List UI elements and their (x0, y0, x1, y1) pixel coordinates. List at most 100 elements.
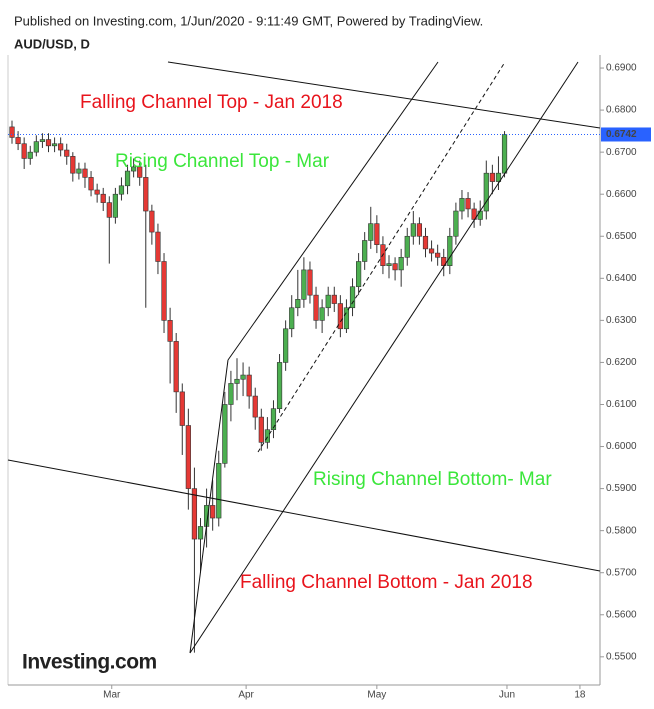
candle-body (234, 378, 240, 384)
candle-body (167, 320, 173, 342)
rising-channel-bottom (189, 61, 579, 654)
candle-body (64, 149, 70, 157)
x-tick-label: 18 (574, 690, 586, 701)
candle-body (276, 362, 283, 409)
candle-body (191, 488, 198, 540)
candle-body (118, 185, 125, 195)
candle-body (246, 374, 252, 397)
candle-body (33, 141, 39, 153)
candle-body (252, 395, 258, 418)
y-tick-label: 0.6300 (606, 315, 637, 326)
x-tick-label: Jun (499, 690, 515, 701)
y-tick-label: 0.6000 (606, 441, 637, 452)
candle-body (307, 269, 313, 296)
candle-body (137, 166, 143, 178)
x-tick-label: May (367, 690, 386, 701)
candle-body (459, 198, 465, 212)
y-tick-label: 0.6600 (606, 189, 637, 200)
candle-body (185, 425, 191, 489)
candle-body (386, 263, 392, 267)
y-tick-label: 0.6900 (606, 63, 637, 74)
candle-body (197, 526, 204, 540)
candle-body (301, 269, 307, 300)
candle-body (70, 156, 76, 174)
y-tick-label: 0.6100 (606, 399, 637, 410)
candle-body (88, 177, 94, 191)
candle-body (398, 256, 404, 271)
candle-body (501, 134, 508, 174)
candle-body (216, 463, 222, 519)
candle-body (9, 126, 15, 138)
chart-title: AUD/USD, D (14, 36, 90, 51)
candle-body (465, 198, 471, 210)
candle-body (392, 263, 398, 271)
candle-body (483, 172, 489, 212)
candle-body (15, 137, 21, 145)
candle-body (435, 252, 441, 258)
y-tick-label: 0.6400 (606, 273, 637, 284)
candle-body (289, 307, 295, 330)
annotation: Rising Channel Top - Mar (115, 151, 330, 172)
candle-body (447, 235, 453, 267)
candle-body (21, 143, 27, 159)
candle-body (112, 193, 118, 218)
y-tick-label: 0.5800 (606, 525, 637, 536)
y-tick-label: 0.5700 (606, 567, 637, 578)
y-tick-label: 0.5900 (606, 483, 637, 494)
candle-body (416, 223, 423, 237)
candle-body (82, 168, 88, 178)
candle-body (258, 416, 264, 443)
candle-body (325, 294, 331, 309)
candle-body (331, 294, 337, 304)
y-tick-label: 0.6800 (606, 105, 637, 116)
candle-body (161, 261, 167, 321)
candle-body (374, 223, 380, 245)
rising-channel-top (227, 61, 439, 361)
falling-channel-top (167, 61, 601, 129)
header: Published on Investing.com, 1/Jun/2020 -… (14, 13, 483, 28)
candle-body (422, 235, 429, 250)
y-tick-label: 0.6500 (606, 231, 637, 242)
candle-body (94, 189, 100, 195)
candle-body (428, 248, 435, 254)
candle-body (319, 307, 325, 321)
annotation: Falling Channel Bottom - Jan 2018 (240, 572, 533, 593)
candle-body (264, 429, 270, 443)
candle-body (51, 143, 58, 147)
trend-lines (7, 61, 601, 654)
falling-channel-bottom (7, 459, 601, 572)
candle-body (131, 166, 137, 172)
candle-body (45, 139, 52, 147)
candle-body (124, 170, 131, 187)
annotation: Falling Channel Top - Jan 2018 (80, 92, 343, 113)
candle-body (100, 193, 106, 203)
candle-body (173, 341, 179, 393)
candle-body (143, 177, 149, 212)
candle-body (283, 328, 289, 363)
candle-body (343, 307, 350, 330)
candle-body (155, 231, 161, 262)
candle-body (240, 374, 246, 380)
candle-body (222, 404, 228, 464)
candle-body (477, 210, 483, 220)
candle-body (27, 151, 33, 159)
candle-body (210, 505, 216, 519)
candle-body (489, 172, 495, 182)
candle-body (270, 408, 277, 431)
y-tick-label: 0.5600 (606, 609, 637, 620)
candle-body (106, 202, 112, 218)
annotation: Rising Channel Bottom- Mar (313, 469, 552, 490)
last-price-box (601, 127, 651, 142)
candle-body (228, 383, 234, 405)
candle-body (149, 210, 155, 233)
candle-body (58, 143, 64, 151)
candle-body (362, 240, 368, 262)
channel-edge (189, 359, 229, 654)
candle-body (313, 294, 319, 321)
y-tick-label: 0.5500 (606, 651, 637, 662)
candle-body (495, 172, 502, 182)
candle-body (39, 139, 46, 142)
candle-body (410, 223, 416, 237)
